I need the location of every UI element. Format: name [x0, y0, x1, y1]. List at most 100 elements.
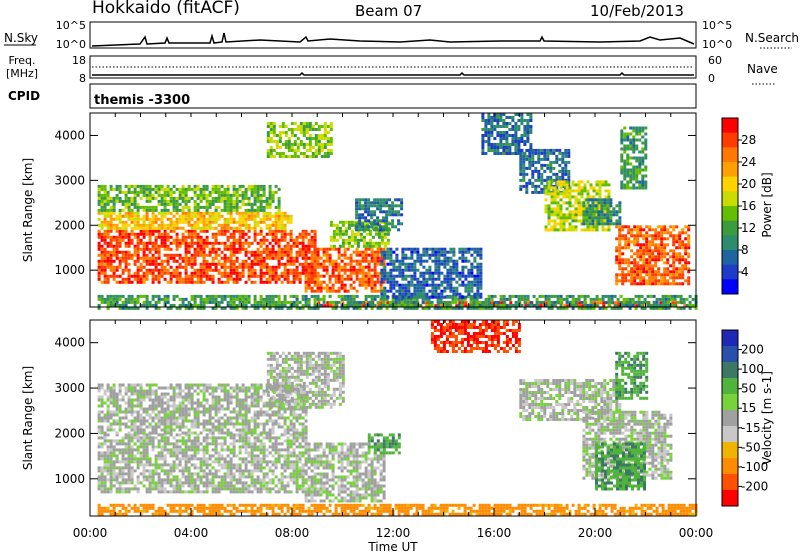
- data-cell: [623, 147, 627, 151]
- data-cell: [370, 297, 374, 301]
- data-cell: [325, 256, 329, 260]
- data-cell: [265, 300, 269, 304]
- data-cell: [172, 256, 176, 260]
- data-cell: [130, 190, 134, 194]
- data-cell: [609, 213, 613, 217]
- data-cell: [190, 253, 194, 257]
- data-cell: [163, 265, 167, 269]
- data-cell: [641, 162, 645, 166]
- data-cell: [361, 213, 365, 217]
- data-cell: [401, 292, 405, 296]
- data-cell: [280, 235, 284, 239]
- data-cell: [564, 172, 568, 176]
- data-cell: [442, 300, 446, 304]
- data-cell: [597, 216, 601, 220]
- data-cell: [373, 198, 377, 202]
- data-cell: [262, 211, 266, 215]
- data-cell: [626, 171, 630, 175]
- data-cell: [184, 235, 188, 239]
- data-cell: [314, 128, 318, 131]
- data-cell: [124, 184, 128, 188]
- data-cell: [632, 144, 636, 148]
- data-cell: [505, 137, 509, 140]
- data-cell: [635, 147, 639, 151]
- data-cell: [376, 198, 380, 202]
- data-cell: [383, 253, 387, 257]
- data-cell: [178, 190, 182, 194]
- data-cell: [271, 247, 275, 251]
- data-cell: [382, 225, 386, 229]
- data-cell: [133, 217, 137, 221]
- data-cell: [320, 125, 324, 128]
- data-cell: [160, 187, 164, 191]
- data-cell: [169, 190, 173, 194]
- data-cell: [356, 232, 360, 236]
- data-cell: [389, 250, 393, 254]
- data-cell: [636, 255, 640, 259]
- data-cell: [641, 147, 645, 151]
- data-cell: [145, 271, 149, 275]
- data-cell: [127, 187, 131, 191]
- data-cell: [358, 262, 362, 266]
- data-cell: [238, 229, 242, 233]
- data-cell: [392, 283, 396, 287]
- data-cell: [121, 208, 125, 212]
- data-cell: [109, 274, 113, 278]
- data-cell: [606, 210, 610, 214]
- data-cell: [617, 301, 621, 305]
- data-cell: [620, 171, 624, 175]
- data-cell: [657, 231, 661, 235]
- data-cell: [142, 232, 146, 236]
- data-cell: [443, 295, 447, 299]
- data-cell: [208, 300, 212, 304]
- data-cell: [325, 265, 329, 269]
- data-cell: [259, 220, 263, 224]
- data-cell: [160, 297, 164, 301]
- data-cell: [618, 222, 622, 226]
- data-cell: [526, 140, 530, 143]
- data-cell: [644, 174, 648, 178]
- data-cell: [175, 247, 179, 251]
- data-cell: [103, 454, 107, 458]
- data-cell: [199, 274, 203, 278]
- data-cell: [238, 220, 242, 224]
- data-cell: [487, 113, 491, 116]
- data-cell: [184, 297, 188, 301]
- data-cell: [388, 222, 392, 226]
- data-cell: [505, 297, 509, 301]
- data-cell: [644, 126, 648, 130]
- data-cell: [350, 223, 354, 227]
- data-cell: [535, 300, 539, 304]
- data-cell: [199, 205, 203, 209]
- data-cell: [199, 297, 203, 301]
- data-cell: [645, 237, 649, 241]
- data-cell: [133, 235, 137, 239]
- data-cell: [307, 303, 311, 307]
- data-cell: [184, 256, 188, 260]
- data-cell: [106, 306, 110, 310]
- data-cell: [455, 259, 459, 263]
- data-cell: [262, 256, 266, 260]
- data-cell: [382, 204, 386, 208]
- data-cell: [115, 238, 119, 242]
- data-cell: [314, 122, 318, 125]
- data-cell: [561, 157, 565, 161]
- data-cell: [226, 217, 230, 221]
- data-cell: [253, 202, 257, 206]
- data-cell: [232, 244, 236, 248]
- data-cell: [629, 147, 633, 151]
- data-cell: [235, 303, 239, 307]
- data-cell: [523, 152, 527, 155]
- data-cell: [130, 220, 134, 224]
- data-cell: [412, 306, 416, 310]
- data-cell: [645, 252, 649, 256]
- data-cell: [502, 143, 506, 146]
- data-cell: [148, 247, 152, 251]
- data-cell: [514, 140, 518, 143]
- data-cell: [151, 274, 155, 278]
- data-cell: [289, 256, 293, 260]
- data-cell: [666, 237, 670, 241]
- data-cell: [592, 195, 596, 199]
- freq-tick-bottom: 8: [79, 72, 86, 85]
- data-cell: [564, 151, 568, 155]
